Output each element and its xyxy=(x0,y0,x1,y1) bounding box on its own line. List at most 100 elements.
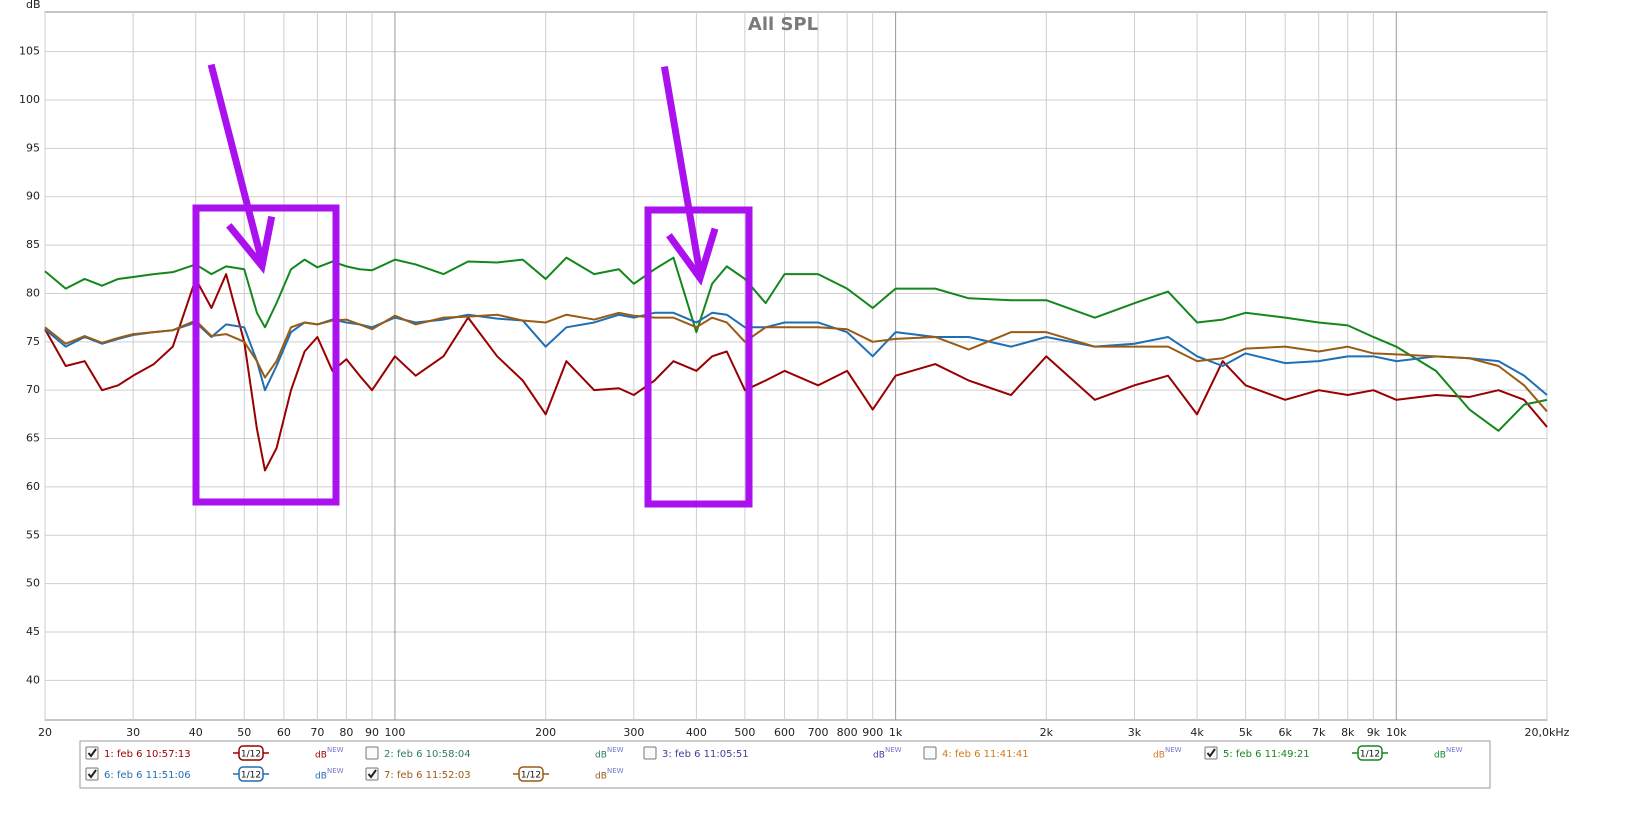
y-tick-label: 70 xyxy=(26,383,40,396)
x-tick-label: 1k xyxy=(889,726,903,739)
lines xyxy=(44,256,1548,472)
checkbox[interactable] xyxy=(85,746,99,760)
legend-label: 2: feb 6 10:58:04 xyxy=(384,749,471,760)
checkbox-check xyxy=(87,769,97,779)
smoothing-button[interactable]: 1/12 xyxy=(233,745,269,761)
checkbox[interactable] xyxy=(365,767,379,781)
checkbox-box xyxy=(923,746,937,760)
legend-unit: dB xyxy=(315,772,327,782)
legend-label: 1: feb 6 10:57:13 xyxy=(104,749,191,760)
series-line xyxy=(44,273,1548,472)
y-tick-label: 55 xyxy=(26,528,40,541)
y-tick-label: 50 xyxy=(26,577,40,590)
legend-unit: dB xyxy=(873,751,885,761)
x-tick-label: 4k xyxy=(1190,726,1204,739)
y-tick-label: 75 xyxy=(26,335,40,348)
checkbox-box xyxy=(365,746,379,760)
x-tick-label: 500 xyxy=(734,726,755,739)
annotation-arrowhead xyxy=(666,227,719,286)
legend-unit: dB xyxy=(1434,751,1446,761)
legend-unit-badge: NEW xyxy=(607,746,624,754)
y-tick-label: 95 xyxy=(26,141,40,154)
x-tick-label: 800 xyxy=(837,726,858,739)
x-tick-label: 900 xyxy=(862,726,883,739)
checkbox[interactable] xyxy=(1204,746,1218,760)
y-tick-label: 80 xyxy=(26,286,40,299)
checkbox-check xyxy=(87,748,97,758)
y-tick-label: 60 xyxy=(26,480,40,493)
x-tick-label: 80 xyxy=(339,726,353,739)
x-tick-label: 10k xyxy=(1386,726,1407,739)
x-tick-label: 6k xyxy=(1279,726,1293,739)
series-line xyxy=(44,256,1548,432)
x-tick-label: 70 xyxy=(310,726,324,739)
x-tick-label: 200 xyxy=(535,726,556,739)
y-tick-label: 65 xyxy=(26,432,40,445)
smoothing-label: 1/12 xyxy=(241,750,261,760)
smoothing-box xyxy=(1357,745,1383,761)
checkbox-check xyxy=(367,769,377,779)
smoothing-button[interactable]: 1/12 xyxy=(513,766,549,782)
x-tick-label: 40 xyxy=(189,726,203,739)
x-tick-label: 400 xyxy=(686,726,707,739)
x-tick-label: 7k xyxy=(1312,726,1326,739)
x-tick-label: 300 xyxy=(623,726,644,739)
smoothing-button[interactable]: 1/12 xyxy=(233,766,269,782)
y-tick-label: 40 xyxy=(26,673,40,686)
annotation-box xyxy=(644,206,753,508)
legend-unit-badge: NEW xyxy=(885,746,902,754)
y-tick-label: 90 xyxy=(26,190,40,203)
annotation-arrowhead xyxy=(226,215,276,274)
legend-unit-badge: NEW xyxy=(1165,746,1182,754)
checkbox[interactable] xyxy=(643,746,657,760)
x-tick-label: 90 xyxy=(365,726,379,739)
series-line xyxy=(44,311,1548,413)
legend-unit: dB xyxy=(315,751,327,761)
y-axis-label: dB xyxy=(26,0,41,11)
checkbox[interactable] xyxy=(85,767,99,781)
smoothing-label: 1/12 xyxy=(1360,750,1380,760)
checkbox[interactable] xyxy=(923,746,937,760)
smoothing-button[interactable]: 1/12 xyxy=(1352,745,1388,761)
x-tick-label: 100 xyxy=(384,726,405,739)
legend-label: 3: feb 6 11:05:51 xyxy=(662,749,749,760)
legend-unit: dB xyxy=(1153,751,1165,761)
x-tick-label: 2k xyxy=(1040,726,1054,739)
x-tick-label: 50 xyxy=(237,726,251,739)
y-tick-label: 105 xyxy=(19,45,40,58)
legend-unit-badge: NEW xyxy=(327,767,344,775)
x-tick-label: 20 xyxy=(38,726,52,739)
x-tick-label: 60 xyxy=(277,726,291,739)
legend-label: 7: feb 6 11:52:03 xyxy=(384,770,471,781)
legend-unit-badge: NEW xyxy=(607,767,624,775)
annotation-arrow xyxy=(660,65,705,279)
smoothing-box xyxy=(518,766,544,782)
annotation-box xyxy=(192,204,340,506)
x-tick-label: 8k xyxy=(1341,726,1355,739)
checkbox[interactable] xyxy=(365,746,379,760)
smoothing-label: 1/12 xyxy=(521,771,541,781)
plot-area xyxy=(44,11,1548,721)
x-tick-label: 9k xyxy=(1367,726,1381,739)
legend-unit: dB xyxy=(595,751,607,761)
checkbox-box xyxy=(643,746,657,760)
legend xyxy=(79,740,1491,789)
legend-label: 4: feb 6 11:41:41 xyxy=(942,749,1029,760)
x-tick-label: 20,0kHz xyxy=(1525,726,1570,739)
smoothing-box xyxy=(238,745,264,761)
legend-label: 5: feb 6 11:49:21 xyxy=(1223,749,1310,760)
y-tick-label: 45 xyxy=(26,625,40,638)
checkbox-check xyxy=(1206,748,1216,758)
series-line xyxy=(44,311,1548,396)
x-tick-label: 700 xyxy=(808,726,829,739)
legend-unit-badge: NEW xyxy=(327,746,344,754)
legend-unit-badge: NEW xyxy=(1446,746,1463,754)
